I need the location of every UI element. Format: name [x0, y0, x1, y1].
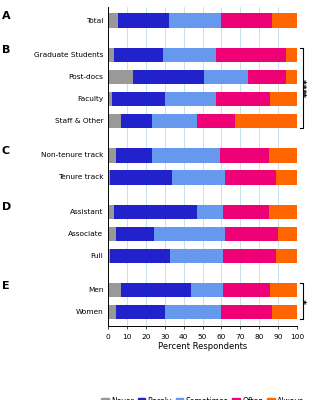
Bar [197, 114, 235, 128]
Bar [173, 170, 225, 185]
Bar [276, 249, 297, 263]
Bar [165, 305, 221, 320]
Bar [108, 283, 121, 297]
Bar [272, 305, 297, 320]
Bar [116, 227, 154, 241]
Bar [235, 114, 297, 128]
Text: E: E [2, 281, 9, 291]
Bar [171, 249, 223, 263]
Bar [271, 283, 297, 297]
Bar [108, 13, 118, 28]
Bar [221, 13, 272, 28]
Bar [108, 148, 116, 162]
Bar [197, 204, 223, 219]
Bar [108, 114, 121, 128]
Bar [223, 283, 271, 297]
Bar [169, 13, 221, 28]
Bar [108, 227, 116, 241]
Bar [191, 283, 223, 297]
Text: D: D [2, 202, 11, 212]
Bar [225, 170, 276, 185]
X-axis label: Percent Respondents: Percent Respondents [158, 342, 247, 352]
Bar [163, 48, 216, 62]
Bar [221, 305, 272, 320]
Bar [285, 70, 297, 84]
Bar [108, 204, 114, 219]
Bar [108, 70, 133, 84]
Bar [133, 70, 204, 84]
Bar [204, 70, 248, 84]
Text: *: * [304, 299, 313, 304]
Bar [108, 92, 112, 106]
Bar [112, 92, 165, 106]
Bar [108, 249, 110, 263]
Bar [278, 227, 297, 241]
Bar [269, 204, 297, 219]
Bar [219, 148, 269, 162]
Bar [165, 92, 216, 106]
Bar [272, 13, 297, 28]
Bar [118, 13, 169, 28]
Bar [114, 48, 163, 62]
Bar [108, 48, 114, 62]
Bar [121, 283, 191, 297]
Bar [248, 70, 286, 84]
Text: B: B [2, 45, 10, 55]
Text: C: C [2, 146, 10, 156]
Bar [110, 249, 171, 263]
Bar [116, 148, 152, 162]
Bar [110, 170, 173, 185]
Bar [223, 249, 276, 263]
Legend: Never, Rarely, Sometimes, Often, Always: Never, Rarely, Sometimes, Often, Always [98, 394, 307, 400]
Bar [114, 204, 197, 219]
Bar [276, 170, 297, 185]
Bar [225, 227, 278, 241]
Bar [216, 92, 271, 106]
Bar [269, 148, 297, 162]
Bar [152, 148, 219, 162]
Bar [152, 114, 197, 128]
Bar [116, 305, 165, 320]
Bar [108, 170, 110, 185]
Bar [108, 305, 116, 320]
Bar [271, 92, 297, 106]
Bar [216, 48, 285, 62]
Bar [154, 227, 225, 241]
Text: ****: **** [304, 78, 313, 98]
Bar [121, 114, 152, 128]
Bar [285, 48, 297, 62]
Bar [223, 204, 269, 219]
Text: A: A [2, 11, 10, 21]
